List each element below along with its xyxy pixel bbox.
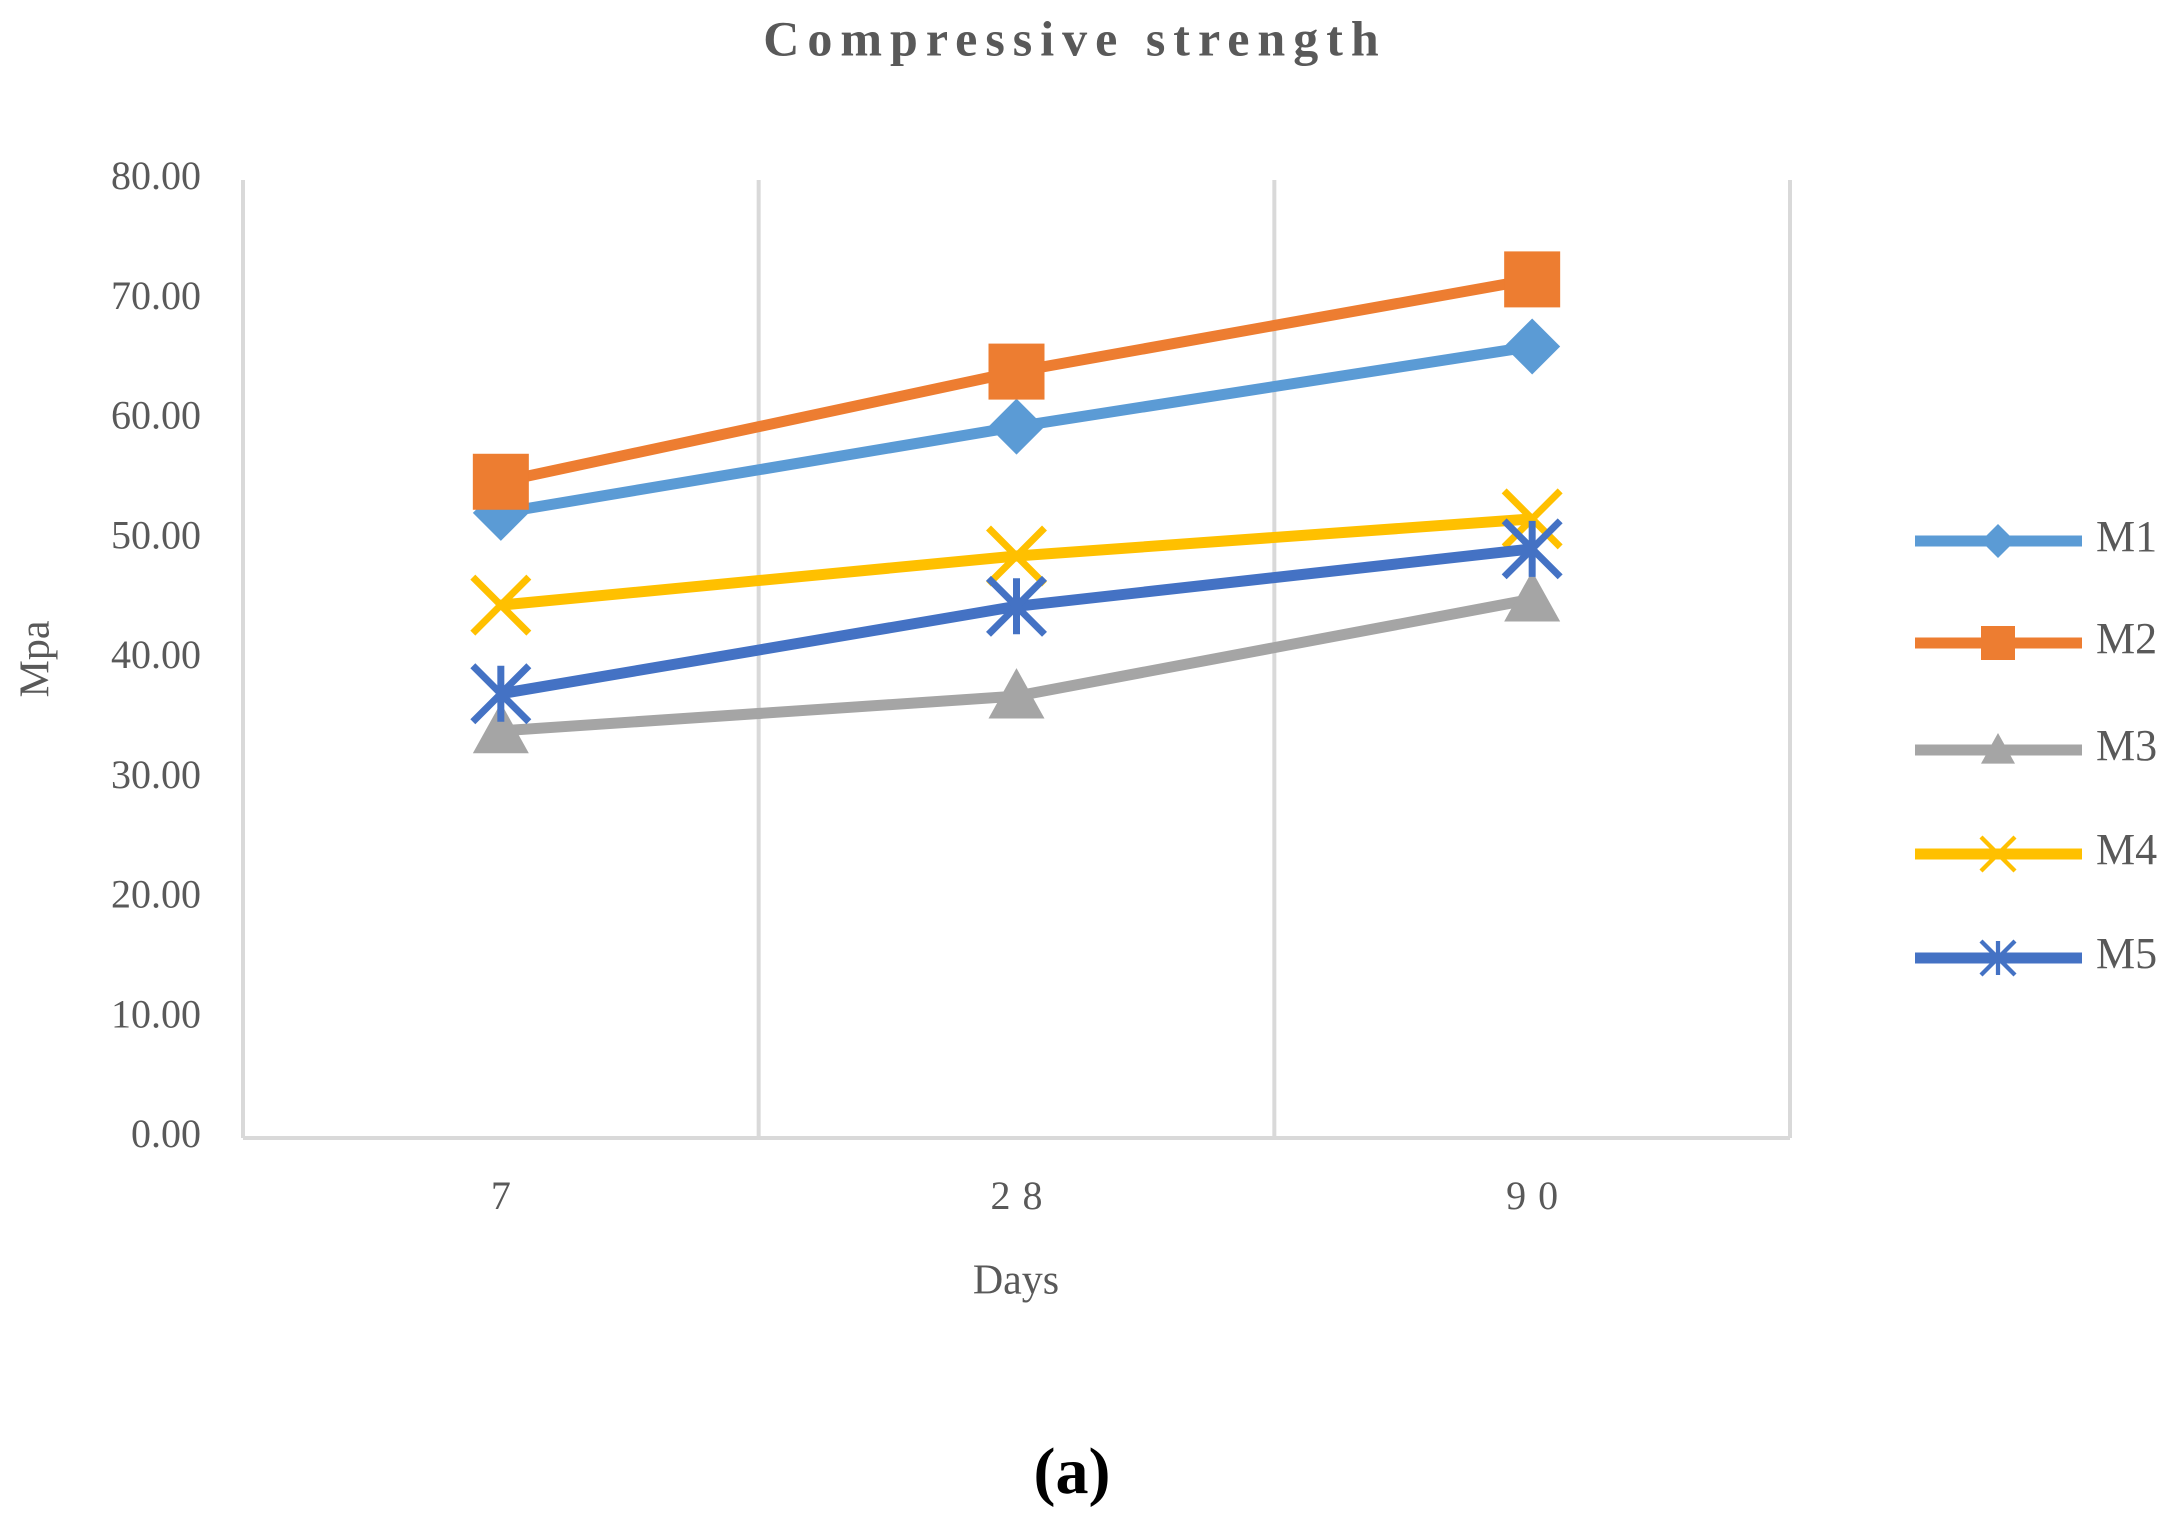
data-point [1504,318,1561,375]
x-axis-title: Days [973,1258,1059,1304]
data-point [988,668,1045,719]
legend-label: M3 [2096,721,2157,770]
data-point [1501,488,1563,550]
legend-label: M1 [2096,512,2157,561]
y-tick-label: 20.00 [111,872,201,917]
y-tick-label: 10.00 [111,991,201,1036]
x-tick-label: 90 [1506,1173,1570,1218]
data-point [988,398,1045,455]
legend-marker [1979,939,2017,977]
data-point [472,702,529,754]
x-tick-label: 7 [491,1173,523,1218]
data-point [472,453,529,510]
legend-marker [1981,524,2015,558]
data-point [1504,251,1561,308]
y-axis-title: Mpa [13,620,59,697]
legend-marker [1979,835,2017,873]
caption: (a) [1034,1435,1111,1508]
data-point [470,663,532,725]
y-tick-label: 30.00 [111,752,201,797]
chart-title: Compressive strength [763,10,1386,66]
y-tick-label: 0.00 [131,1111,201,1156]
y-tick-label: 60.00 [111,393,201,438]
y-tick-label: 40.00 [111,632,201,677]
y-tick-label: 70.00 [111,273,201,318]
legend-marker [1981,733,2015,764]
x-tick-label: 28 [991,1173,1055,1218]
legend-marker [1981,626,2015,660]
legend-label: M4 [2096,825,2157,874]
y-tick-label: 50.00 [111,512,201,557]
data-point [470,574,532,636]
y-tick-label: 80.00 [111,153,201,198]
data-point [1504,571,1561,622]
legend-label: M5 [2096,929,2157,978]
data-point [988,343,1045,400]
data-point [986,575,1047,637]
data-point [986,525,1047,587]
legend-label: M2 [2096,614,2157,663]
data-point [1501,518,1563,580]
